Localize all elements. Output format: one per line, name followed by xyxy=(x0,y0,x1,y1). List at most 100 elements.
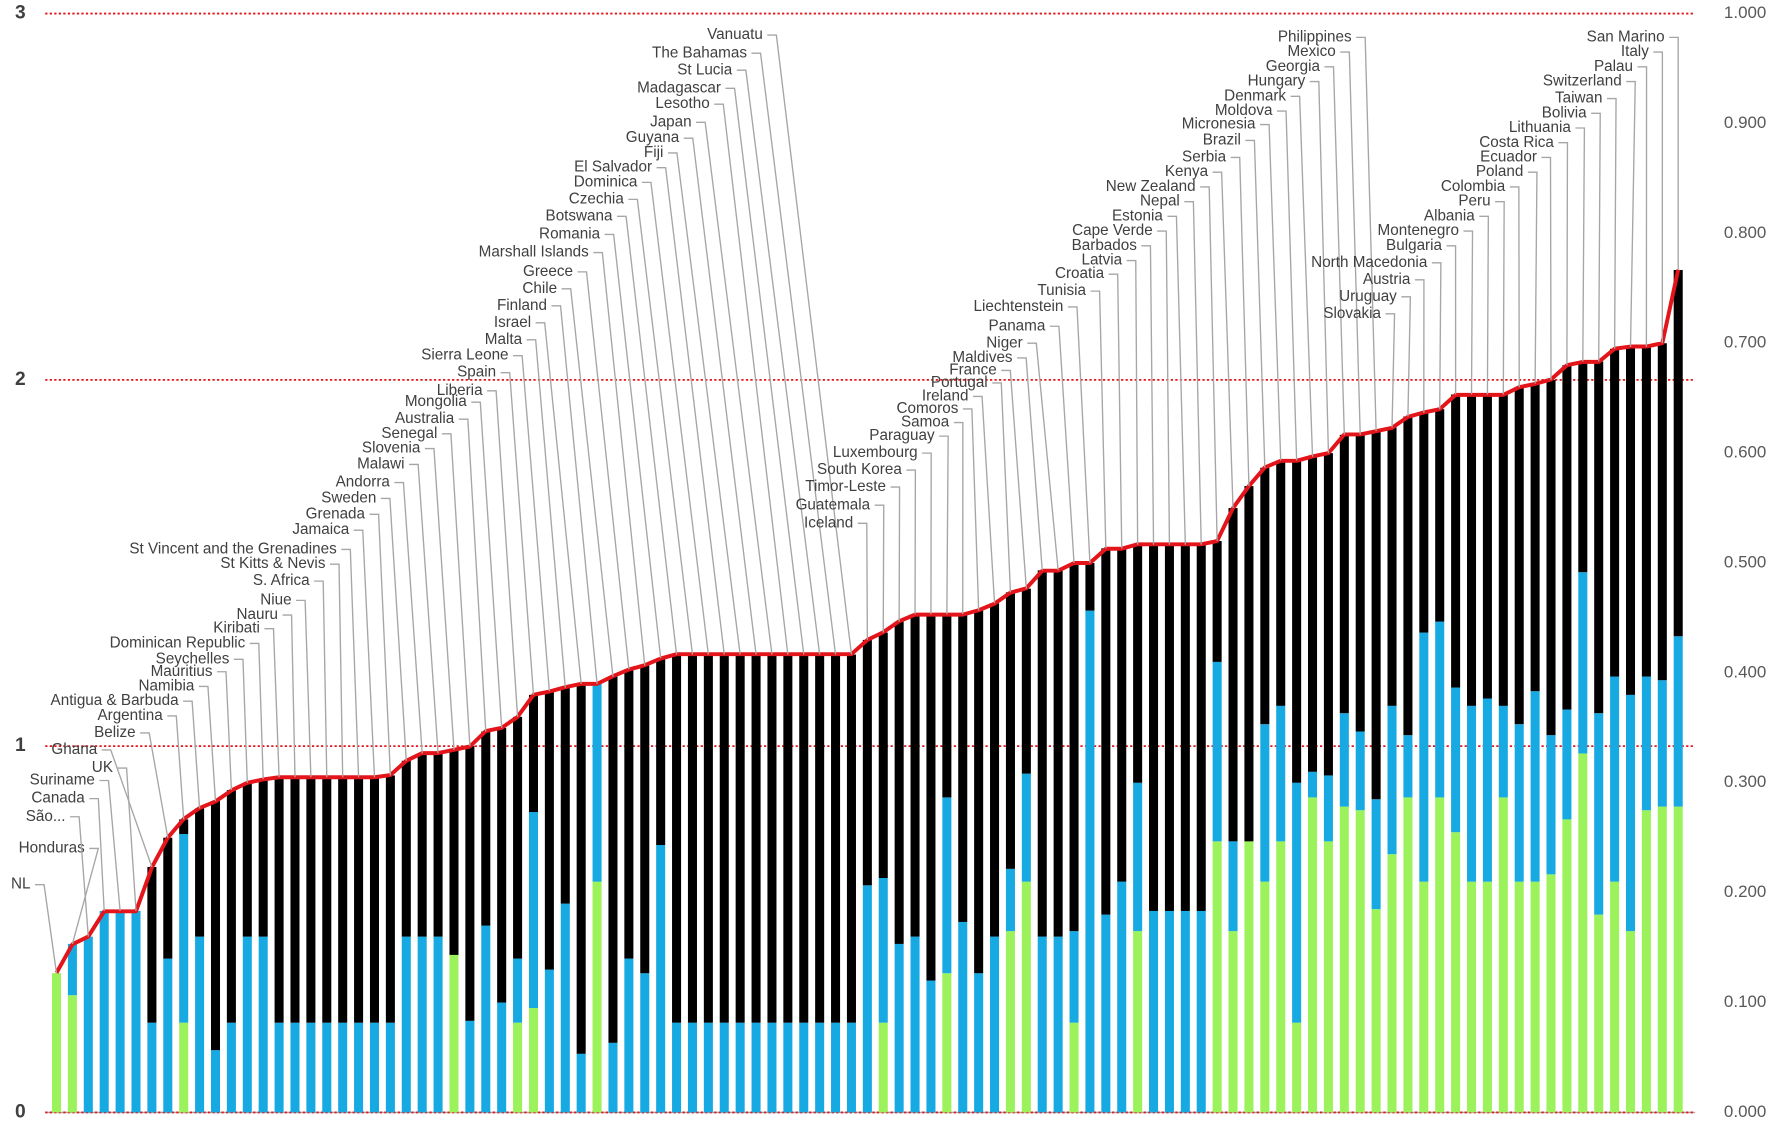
bar-segment xyxy=(449,749,459,955)
bar-segment xyxy=(1419,881,1429,1113)
bar-segment xyxy=(179,819,189,835)
leader-line xyxy=(992,382,1012,593)
x-tick-label: Malta xyxy=(485,331,523,348)
leader-line xyxy=(216,671,233,791)
bar-segment xyxy=(401,760,411,937)
leader-line xyxy=(296,599,312,778)
bar-segment xyxy=(1101,548,1111,915)
x-tick-label: The Bahamas xyxy=(652,44,747,61)
x-tick-label: Australia xyxy=(395,410,455,427)
bar-segment xyxy=(497,727,507,1003)
leader-line xyxy=(1001,369,1028,589)
bar-segment xyxy=(544,691,554,970)
bar-segment xyxy=(195,936,205,1113)
bar-segment xyxy=(258,779,268,937)
bar-segment xyxy=(974,610,984,974)
bar-segment xyxy=(67,943,77,996)
bar-segment xyxy=(846,1022,856,1113)
bar-segment xyxy=(1149,910,1159,1113)
leader-line xyxy=(1495,200,1505,395)
leader-line xyxy=(487,390,519,717)
bar-segment xyxy=(1212,661,1222,842)
x-tick-label: Namibia xyxy=(138,677,194,694)
bar-segment xyxy=(1037,570,1047,937)
x-tick-label: St Lucia xyxy=(677,61,733,78)
bar-segment xyxy=(1435,621,1445,798)
x-tick-label: Liechtenstein xyxy=(974,298,1064,315)
bar-segment xyxy=(608,1042,618,1113)
bar-segment xyxy=(258,936,268,1113)
bar-segment xyxy=(687,654,697,1023)
bar-segment xyxy=(958,614,968,922)
x-tick-label: Georgia xyxy=(1266,58,1321,75)
leader-line xyxy=(973,395,996,604)
x-tick-label: Moldova xyxy=(1215,102,1273,119)
leader-line xyxy=(1027,342,1059,571)
leader-line xyxy=(857,522,869,640)
y2-tick-label: 0.000 xyxy=(1724,1102,1766,1121)
x-tick-label: Ireland xyxy=(922,387,969,404)
leader-line xyxy=(1017,357,1043,571)
bar-segment xyxy=(1482,394,1492,699)
bar-segment xyxy=(528,812,538,1009)
bar-segment xyxy=(1228,931,1238,1113)
leader-line xyxy=(696,121,773,655)
bar-segment xyxy=(528,694,538,813)
bar-segment xyxy=(1085,610,1095,1113)
bar-segment xyxy=(1657,343,1667,681)
bar-segment xyxy=(1276,460,1286,706)
bar-segment xyxy=(179,834,189,1023)
bar-segment xyxy=(751,1022,761,1113)
bar-segment xyxy=(1371,431,1381,800)
x-tick-label: Albania xyxy=(1424,207,1475,224)
leader-line xyxy=(962,408,980,611)
bar-segment xyxy=(751,654,761,1023)
y2-tick-label: 0.300 xyxy=(1724,772,1766,791)
bar-segment xyxy=(417,753,427,937)
x-tick-label: Dominica xyxy=(574,173,638,190)
bar-segment xyxy=(1673,269,1683,637)
y2-tick-label: 0.700 xyxy=(1724,333,1766,352)
x-tick-label: S. Africa xyxy=(253,572,310,589)
bar-segment xyxy=(1005,931,1015,1113)
bar-segment xyxy=(687,1022,697,1113)
x-tick-label: Bolivia xyxy=(1542,104,1587,121)
x-tick-label: Micronesia xyxy=(1182,116,1256,133)
bar-segment xyxy=(1530,691,1540,882)
bar-segment xyxy=(624,958,634,1113)
y2-tick-label: 0.600 xyxy=(1724,443,1766,462)
bar-segment xyxy=(1355,731,1365,811)
bar-segment xyxy=(1530,881,1540,1113)
bar-segment xyxy=(910,614,920,937)
leader-line xyxy=(874,504,885,633)
leader-line xyxy=(341,548,360,778)
x-tick-label: Latvia xyxy=(1081,252,1122,269)
leader-line xyxy=(1669,36,1679,270)
leader-line xyxy=(249,642,264,780)
x-tick-label: Slovakia xyxy=(1323,305,1381,322)
leader-line xyxy=(1463,230,1474,395)
bar-segment xyxy=(1657,680,1667,807)
leader-line xyxy=(767,34,853,655)
x-tick-label: Dominican Republic xyxy=(110,634,246,651)
bar-segment xyxy=(1228,508,1238,842)
leader-line xyxy=(714,103,789,655)
bar-segment xyxy=(878,877,888,1023)
bar-segment xyxy=(1133,544,1143,783)
x-tick-label: Hungary xyxy=(1248,73,1306,90)
bar-segment xyxy=(1403,416,1413,736)
y2-tick-label: 0.900 xyxy=(1724,113,1766,132)
bar-segment xyxy=(1578,361,1588,573)
leader-line xyxy=(953,421,964,615)
x-tick-label: Ecuador xyxy=(1480,148,1537,165)
bar-segment xyxy=(735,1022,745,1113)
x-tick-label: Canada xyxy=(31,790,85,807)
x-tick-label: France xyxy=(949,361,996,378)
bar-segment xyxy=(1466,394,1477,706)
bar-segment xyxy=(1625,346,1636,695)
bar-segment xyxy=(226,1022,236,1113)
bar-segment xyxy=(1594,914,1604,1113)
bar-segment xyxy=(1514,724,1524,882)
x-tick-label: Brazil xyxy=(1203,131,1241,148)
